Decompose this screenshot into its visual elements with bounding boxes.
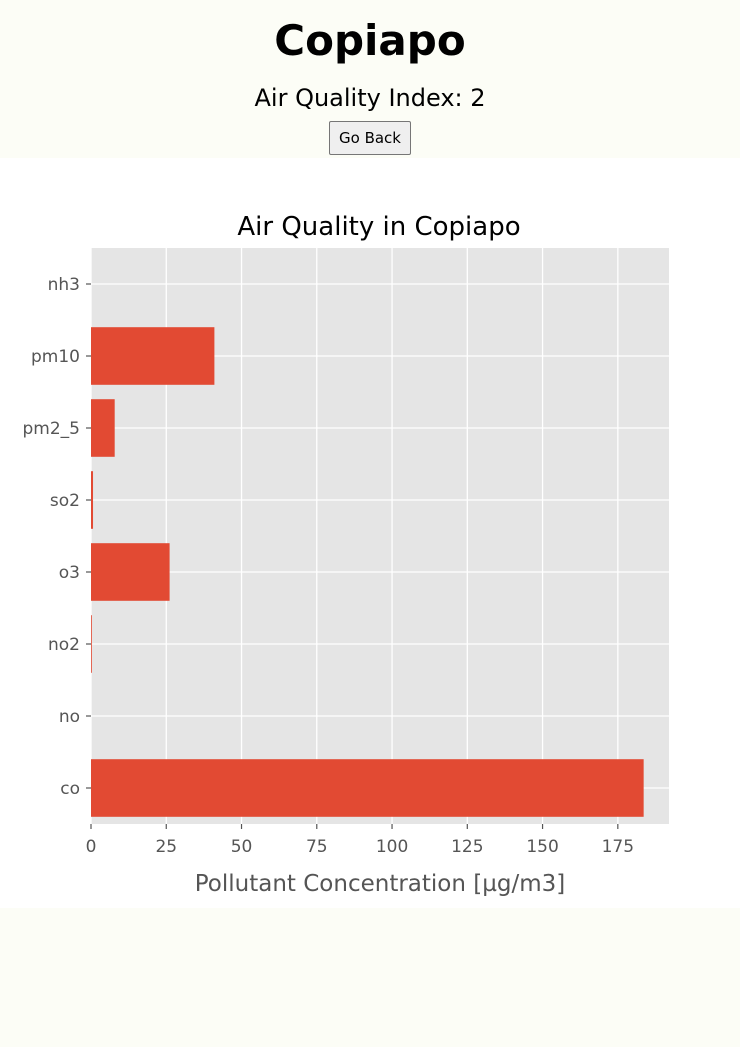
y-tick-label: no bbox=[59, 707, 80, 727]
y-tick-label: o3 bbox=[59, 563, 80, 583]
bar-so2 bbox=[91, 471, 94, 529]
bar-o3 bbox=[91, 543, 170, 601]
bar-pm10 bbox=[91, 327, 215, 385]
page-header: Copiapo Air Quality Index: 2 Go Back bbox=[0, 0, 740, 158]
x-tick-label: 75 bbox=[306, 837, 328, 857]
bar-pm2_5 bbox=[91, 399, 115, 457]
air-quality-index: Air Quality Index: 2 bbox=[254, 84, 486, 112]
x-tick-label: 0 bbox=[86, 837, 97, 857]
chart-title: Air Quality in Copiapo bbox=[237, 212, 520, 242]
bar-no2 bbox=[91, 615, 92, 673]
x-tick-label: 125 bbox=[451, 837, 483, 857]
x-tick-label: 50 bbox=[231, 837, 253, 857]
y-tick-label: no2 bbox=[48, 635, 80, 655]
y-tick-label: nh3 bbox=[48, 275, 80, 295]
y-tick-label: co bbox=[60, 779, 80, 799]
bar-co bbox=[91, 759, 644, 817]
x-tick-label: 100 bbox=[376, 837, 408, 857]
x-tick-label: 175 bbox=[602, 837, 634, 857]
x-tick-label: 150 bbox=[526, 837, 558, 857]
y-tick-label: so2 bbox=[50, 491, 80, 511]
y-tick-label: pm10 bbox=[31, 347, 80, 367]
chart-container: Air Quality in Copiapo 0 25 50 75 100 125 150 1… bbox=[0, 158, 740, 908]
x-tick-label: 25 bbox=[155, 837, 177, 857]
x-axis-label: Pollutant Concentration [µg/m3] bbox=[195, 871, 565, 897]
y-tick-label: pm2_5 bbox=[23, 419, 80, 439]
city-title: Copiapo bbox=[274, 16, 466, 65]
air-quality-chart: Air Quality in Copiapo 0 25 50 75 100 125 150 1… bbox=[23, 212, 669, 897]
x-axis-ticks: 0 25 50 75 100 125 150 175 bbox=[86, 824, 634, 857]
y-axis-ticks: co no no2 o3 so2 pm2_5 pm10 nh3 bbox=[23, 275, 91, 799]
go-back-button[interactable]: Go Back bbox=[329, 121, 411, 155]
bars bbox=[91, 327, 644, 817]
